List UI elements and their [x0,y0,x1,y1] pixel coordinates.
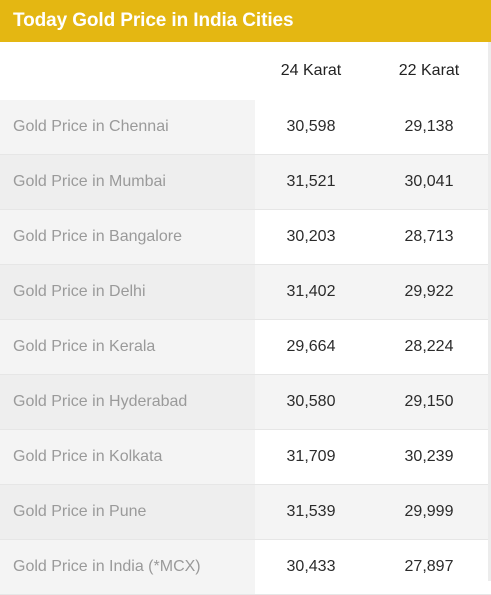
price-24-karat: 30,433 [255,539,367,595]
price-22-karat: 28,224 [367,319,491,375]
table-row-kolkata: Gold Price in Kolkata 31,709 30,239 [0,429,491,485]
table-row-chennai: Gold Price in Chennai 30,598 29,138 [0,100,491,155]
city-cell: Gold Price in Kolkata [0,429,255,485]
price-22-karat: 28,713 [367,209,491,265]
column-header-22-karat: 22 Karat [367,42,491,100]
price-24-karat: 29,664 [255,319,367,375]
column-header-city [0,42,255,100]
city-cell: Gold Price in Chennai [0,100,255,155]
city-cell: Gold Price in Hyderabad [0,374,255,430]
city-cell: Gold Price in Bangalore [0,209,255,265]
city-cell: Gold Price in Pune [0,484,255,540]
price-22-karat: 29,999 [367,484,491,540]
widget-header: Today Gold Price in India Cities [0,0,491,42]
price-24-karat: 30,203 [255,209,367,265]
table-row-pune: Gold Price in Pune 31,539 29,999 [0,484,491,540]
price-24-karat: 31,539 [255,484,367,540]
price-24-karat: 31,521 [255,154,367,210]
city-cell: Gold Price in Delhi [0,264,255,320]
price-22-karat: 27,897 [367,539,491,595]
table-row-bangalore: Gold Price in Bangalore 30,203 28,713 [0,209,491,265]
price-22-karat: 29,138 [367,100,491,155]
gold-price-table: 24 Karat 22 Karat Gold Price in Chennai … [0,42,491,595]
table-row-india-mcx: Gold Price in India (*MCX) 30,433 27,897 [0,539,491,595]
price-24-karat: 30,580 [255,374,367,430]
widget-title: Today Gold Price in India Cities [13,10,294,31]
city-cell: Gold Price in Kerala [0,319,255,375]
price-22-karat: 30,239 [367,429,491,485]
table-row-delhi: Gold Price in Delhi 31,402 29,922 [0,264,491,320]
table-row-hyderabad: Gold Price in Hyderabad 30,580 29,150 [0,374,491,430]
price-24-karat: 31,709 [255,429,367,485]
right-edge-divider [488,42,491,581]
table-row-mumbai: Gold Price in Mumbai 31,521 30,041 [0,154,491,210]
table-row-kerala: Gold Price in Kerala 29,664 28,224 [0,319,491,375]
price-22-karat: 30,041 [367,154,491,210]
table-header-row: 24 Karat 22 Karat [0,42,491,100]
city-cell: Gold Price in Mumbai [0,154,255,210]
price-24-karat: 31,402 [255,264,367,320]
price-22-karat: 29,150 [367,374,491,430]
city-cell: Gold Price in India (*MCX) [0,539,255,595]
price-22-karat: 29,922 [367,264,491,320]
column-header-24-karat: 24 Karat [255,42,367,100]
price-24-karat: 30,598 [255,100,367,155]
